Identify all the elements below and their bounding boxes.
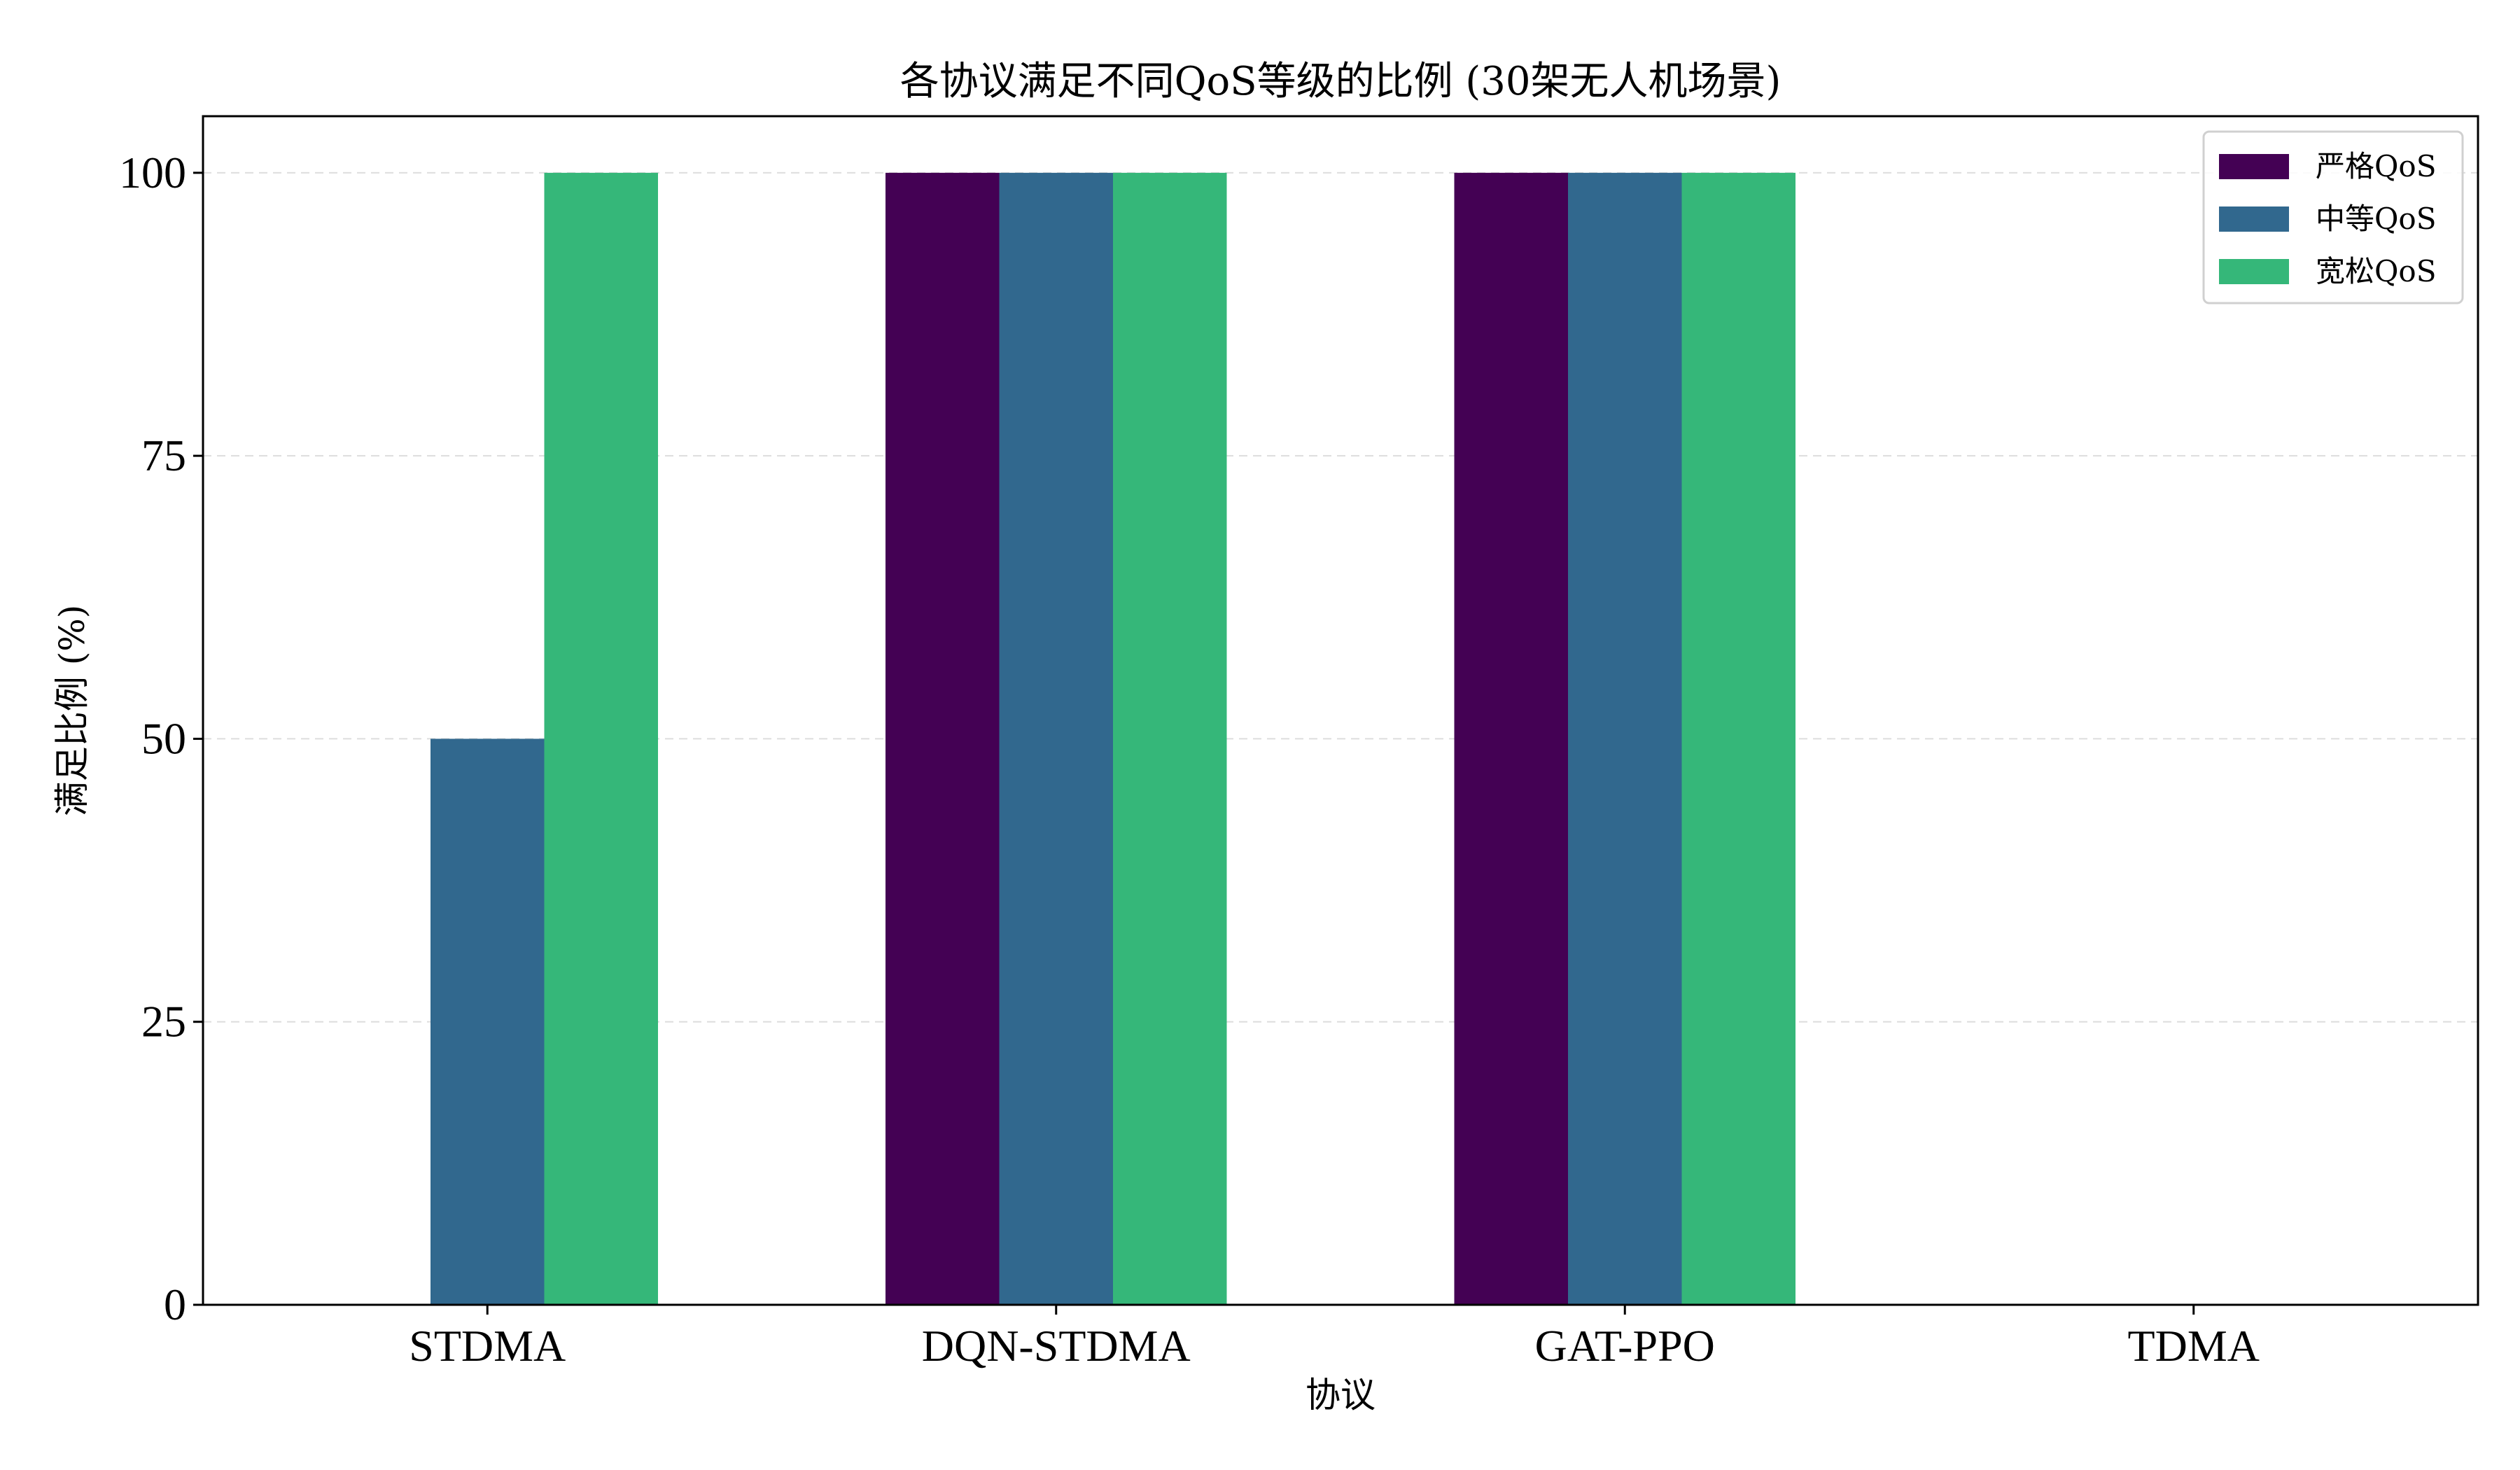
bar bbox=[886, 172, 1000, 1305]
y-axis-label: 满足比例 (%) bbox=[52, 605, 92, 816]
bar bbox=[1113, 172, 1227, 1305]
bar bbox=[1568, 172, 1682, 1305]
x-tick-label: STDMA bbox=[409, 1321, 566, 1371]
bars bbox=[430, 172, 1795, 1305]
legend-swatch bbox=[2219, 154, 2289, 179]
y-tick-label: 50 bbox=[141, 713, 186, 763]
y-tick-label: 25 bbox=[141, 997, 186, 1046]
bar bbox=[999, 172, 1113, 1305]
y-tick-label: 0 bbox=[164, 1280, 186, 1329]
bar bbox=[1681, 172, 1795, 1305]
axis-ticks: 0 25 50 75 100 STDMA DQN-STDMA GAT-PPO TDMA bbox=[119, 148, 2260, 1371]
legend-label: 严格QoS bbox=[2316, 149, 2437, 183]
x-axis-label: 协议 bbox=[1306, 1375, 1376, 1415]
plot-frame bbox=[202, 115, 2479, 1306]
x-tick-label: DQN-STDMA bbox=[922, 1321, 1191, 1371]
y-tick-label: 100 bbox=[119, 148, 186, 197]
legend-label: 宽松QoS bbox=[2316, 254, 2437, 288]
x-tick-label: TDMA bbox=[2128, 1321, 2260, 1371]
x-tick-label: GAT-PPO bbox=[1535, 1321, 1715, 1371]
chart-title: 各协议满足不同QoS等级的比例 (30架无人机场景) bbox=[900, 59, 1782, 104]
legend: 严格QoS 中等QoS 宽松QoS bbox=[2202, 130, 2464, 304]
bar bbox=[430, 738, 545, 1305]
bar bbox=[1454, 172, 1568, 1305]
legend-swatch bbox=[2219, 206, 2289, 232]
legend-label: 中等QoS bbox=[2316, 202, 2437, 236]
legend-swatch bbox=[2219, 259, 2289, 284]
bar bbox=[544, 172, 658, 1305]
y-tick-label: 75 bbox=[141, 430, 186, 480]
